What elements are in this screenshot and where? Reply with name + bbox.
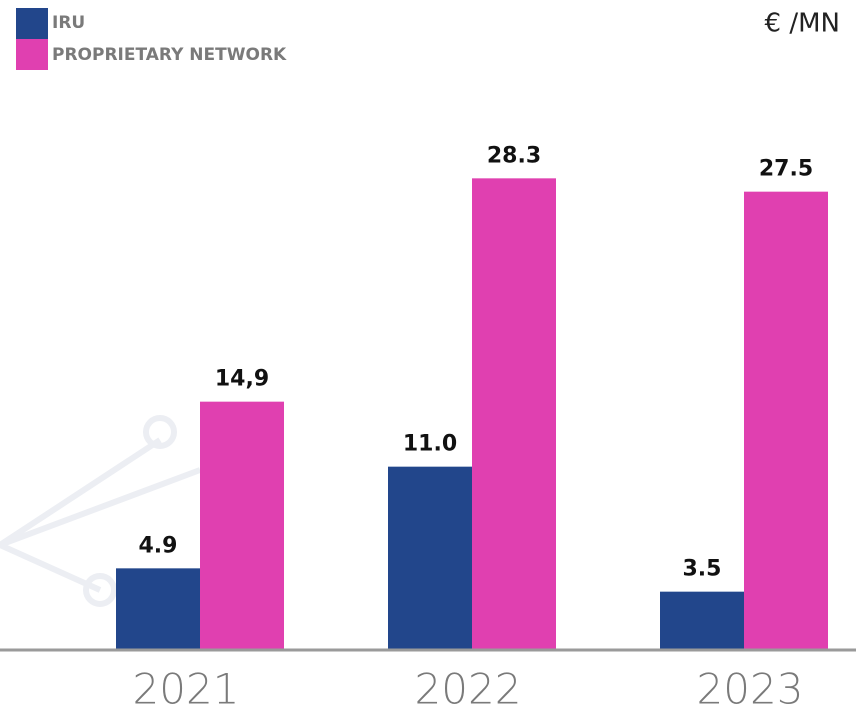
value-label: 11.0 — [403, 432, 457, 457]
bar — [388, 466, 472, 650]
value-label: 28.3 — [487, 143, 541, 168]
legend-label: PROPRIETARY NETWORK — [52, 45, 287, 65]
x-tick-label: 2023 — [697, 665, 804, 710]
x-tick-label: 2022 — [415, 665, 522, 710]
bar — [116, 568, 200, 650]
legend-swatch — [16, 39, 48, 70]
legend-swatch — [16, 8, 48, 39]
bar — [472, 178, 556, 651]
bar — [744, 191, 828, 650]
x-tick-label: 2021 — [133, 665, 240, 710]
background-decoration — [0, 415, 202, 607]
bar — [200, 401, 284, 650]
unit-label: € /MN — [765, 9, 840, 39]
legend-label: IRU — [52, 13, 85, 33]
value-label: 4.9 — [139, 533, 178, 558]
value-label: 27.5 — [759, 157, 813, 182]
value-label: 14,9 — [215, 367, 269, 392]
value-label: 3.5 — [683, 557, 722, 582]
bar — [660, 591, 744, 650]
